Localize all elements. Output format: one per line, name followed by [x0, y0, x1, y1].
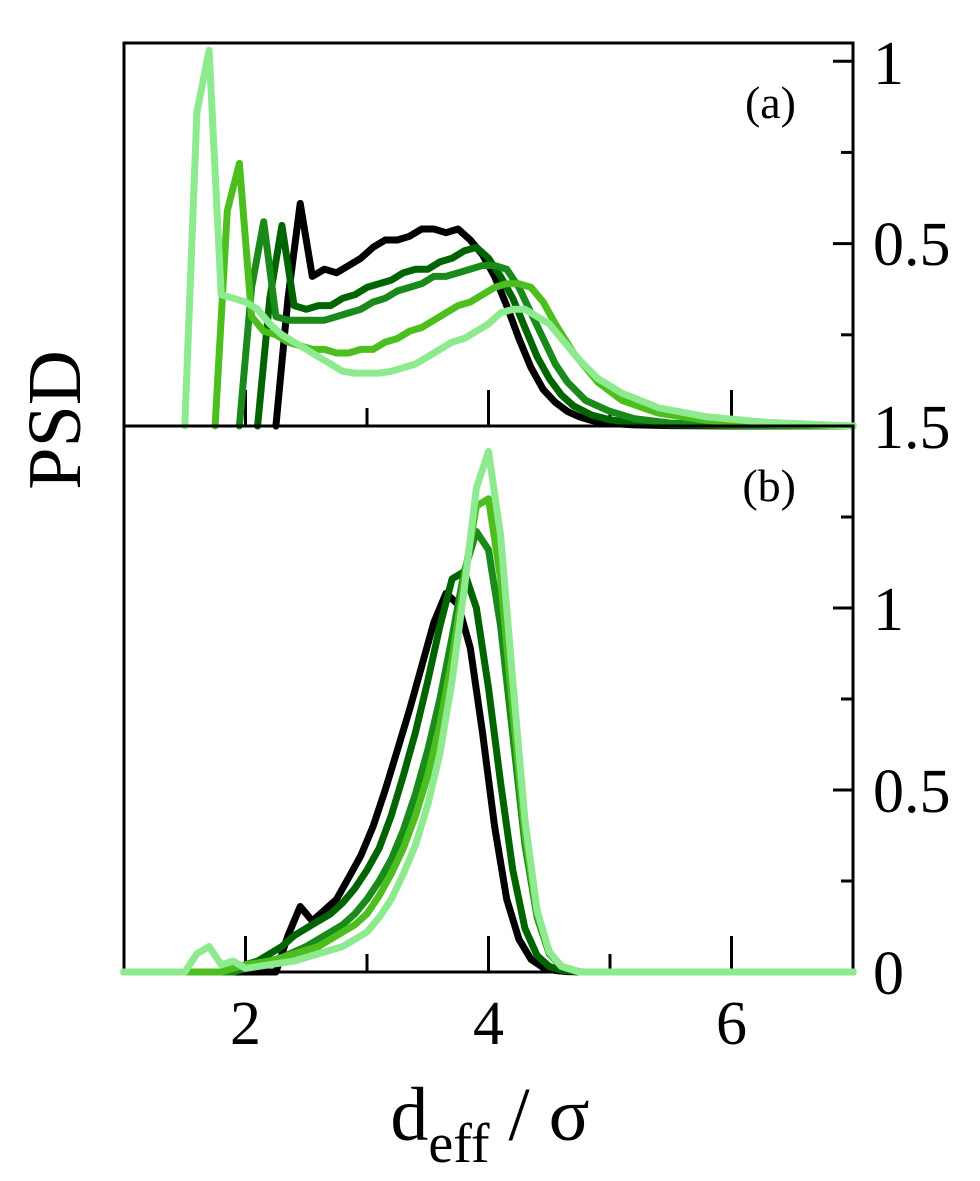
y-tick-label-b: 1.5 — [873, 394, 951, 462]
x-axis-title-rest: / σ — [490, 1073, 590, 1157]
y-tick-label-b: 1 — [873, 576, 904, 644]
x-axis-title-main: d — [390, 1073, 428, 1157]
x-tick-label: 4 — [473, 990, 504, 1058]
y-tick-label-a: 0.5 — [873, 211, 951, 279]
x-axis-title: deff / σ — [390, 1073, 589, 1175]
series-line-a-3 — [235, 218, 857, 430]
x-tick-label: 2 — [230, 990, 261, 1058]
x-tick-label: 6 — [716, 990, 747, 1058]
y-tick-label-b: 0.5 — [873, 758, 951, 826]
y-tick-label-a: 1 — [873, 30, 904, 98]
panel-b: (b) 1.5 1 0.5 0 2 4 6 — [120, 394, 951, 1058]
plot-frame-a — [122, 41, 855, 428]
series-line-a-2 — [254, 221, 857, 430]
series-line-a-5 — [181, 46, 857, 430]
series-line-b-2 — [120, 568, 857, 976]
y-axis-title: PSD — [13, 350, 97, 489]
y-tick-label-b: 0 — [873, 940, 904, 1008]
x-axis-title-subscript: eff — [428, 1113, 489, 1175]
panel-label-a: (a) — [745, 77, 796, 128]
series-line-b-1 — [120, 589, 857, 976]
series-line-a-1 — [272, 200, 857, 430]
series-line-b-5 — [120, 448, 857, 976]
series-line-a-4 — [211, 159, 857, 430]
panel-label-b: (b) — [742, 460, 796, 511]
panel-a: (a) 1 0.5 — [122, 30, 951, 430]
